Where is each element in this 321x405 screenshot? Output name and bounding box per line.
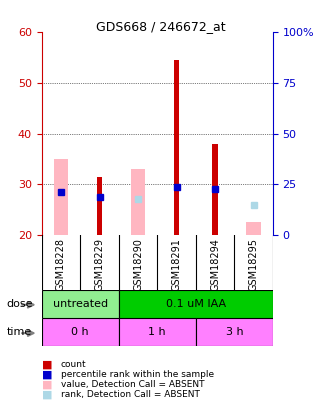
FancyBboxPatch shape (119, 290, 273, 318)
Text: 0 h: 0 h (72, 327, 89, 337)
Text: value, Detection Call = ABSENT: value, Detection Call = ABSENT (61, 380, 204, 389)
Bar (212, 144, 218, 235)
Text: GDS668 / 246672_at: GDS668 / 246672_at (96, 20, 225, 33)
FancyBboxPatch shape (42, 290, 119, 318)
FancyBboxPatch shape (42, 318, 119, 346)
Bar (131, 169, 145, 235)
Text: ■: ■ (42, 380, 52, 390)
Text: rank, Detection Call = ABSENT: rank, Detection Call = ABSENT (61, 390, 200, 399)
Bar (97, 177, 102, 235)
Text: 1 h: 1 h (149, 327, 166, 337)
Text: percentile rank within the sample: percentile rank within the sample (61, 370, 214, 379)
Text: 3 h: 3 h (226, 327, 243, 337)
Text: ■: ■ (42, 360, 52, 369)
Text: count: count (61, 360, 87, 369)
Bar (246, 222, 261, 235)
Text: dose: dose (6, 299, 33, 309)
Text: 0.1 uM IAA: 0.1 uM IAA (166, 299, 226, 309)
Bar (174, 60, 179, 235)
FancyBboxPatch shape (196, 318, 273, 346)
Bar (54, 159, 68, 235)
Text: time: time (6, 327, 32, 337)
Text: ■: ■ (42, 370, 52, 379)
Text: untreated: untreated (53, 299, 108, 309)
FancyBboxPatch shape (119, 318, 196, 346)
Text: ■: ■ (42, 390, 52, 400)
